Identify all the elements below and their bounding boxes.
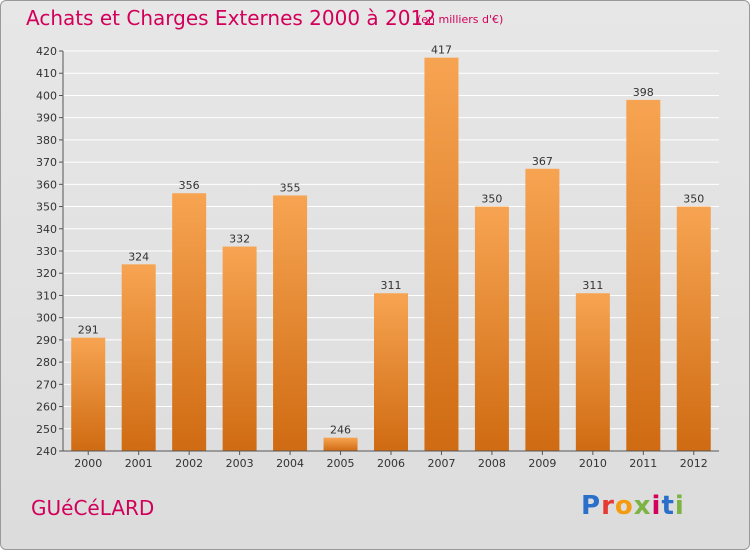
y-tick-label: 300 xyxy=(36,312,57,325)
x-tick-label-2002: 2002 xyxy=(175,457,203,470)
proxiti-letter: t xyxy=(661,491,675,521)
y-tick-label: 320 xyxy=(36,267,57,280)
y-tick-label: 400 xyxy=(36,89,57,102)
y-tick-label: 370 xyxy=(36,156,57,169)
data-label-2009: 367 xyxy=(532,155,553,168)
bar-2009 xyxy=(525,168,560,451)
axes xyxy=(62,51,719,452)
proxiti-letter: r xyxy=(601,491,615,521)
city-name: GUéCéLARD xyxy=(31,496,155,520)
bar-2005 xyxy=(323,437,358,451)
bars xyxy=(71,57,711,452)
bar-2003 xyxy=(222,246,257,451)
proxiti-letter: x xyxy=(633,491,652,521)
bar-2006 xyxy=(374,293,408,451)
x-tick-label-2012: 2012 xyxy=(680,457,708,470)
bar-2008 xyxy=(474,206,509,451)
bar-2011 xyxy=(626,99,661,451)
proxiti-letter: i xyxy=(651,491,662,521)
data-label-2005: 246 xyxy=(330,424,351,437)
bar-2001 xyxy=(121,264,156,451)
bar-2004 xyxy=(273,195,308,451)
data-label-2000: 291 xyxy=(78,324,99,337)
x-tick-label-2001: 2001 xyxy=(125,457,153,470)
x-tick-label-2008: 2008 xyxy=(478,457,506,470)
x-tick-label-2003: 2003 xyxy=(226,457,254,470)
x-tick-label-2010: 2010 xyxy=(579,457,607,470)
x-axis-ticks: 2000 2001 2002 2003 2004 2005 2006 2007 2008 2009… xyxy=(74,451,708,470)
y-tick-label: 420 xyxy=(36,45,57,58)
chart-title: Achats et Charges Externes 2000 à 2012 xyxy=(26,6,436,30)
y-tick-label: 270 xyxy=(36,378,57,391)
proxiti-letter: P xyxy=(581,491,602,521)
y-tick-label: 240 xyxy=(36,445,57,458)
y-tick-label: 380 xyxy=(36,134,57,147)
y-tick-label: 340 xyxy=(36,223,57,236)
x-tick-label-2011: 2011 xyxy=(629,457,657,470)
data-label-2007: 417 xyxy=(431,44,452,57)
bar-2010 xyxy=(575,293,610,451)
x-tick-label-2009: 2009 xyxy=(528,457,556,470)
y-tick-label: 260 xyxy=(36,401,57,414)
chart-subtitle: (en milliers d'€) xyxy=(417,13,504,26)
x-tick-label-2006: 2006 xyxy=(377,457,405,470)
bar-2002 xyxy=(172,193,207,451)
proxiti-letter: i xyxy=(674,491,685,521)
data-label-2010: 311 xyxy=(582,279,603,292)
y-tick-label: 290 xyxy=(36,334,57,347)
x-tick-label-2007: 2007 xyxy=(427,457,455,470)
y-tick-label: 360 xyxy=(36,178,57,191)
data-label-2004: 355 xyxy=(280,181,301,194)
data-label-2008: 350 xyxy=(481,193,502,206)
y-tick-label: 350 xyxy=(36,201,57,214)
x-tick-label-2005: 2005 xyxy=(327,457,355,470)
proxiti-letter: o xyxy=(614,491,634,521)
bar-2007 xyxy=(424,57,459,452)
data-label-2011: 398 xyxy=(633,86,654,99)
y-tick-label: 410 xyxy=(36,67,57,80)
y-tick-label: 250 xyxy=(36,423,57,436)
data-labels: 291 324 356 332 355 246 311 417 350 367 311 398 350 xyxy=(78,44,705,437)
data-label-2003: 332 xyxy=(229,233,250,246)
data-label-2006: 311 xyxy=(381,279,402,292)
data-label-2012: 350 xyxy=(683,193,704,206)
x-tick-label-2000: 2000 xyxy=(74,457,102,470)
proxiti-logo: Proxiti xyxy=(581,491,685,521)
data-label-2001: 324 xyxy=(128,250,149,263)
bar-2000 xyxy=(71,337,106,451)
y-axis-ticks: 240 250 260 270 280 290 300 310 320 330 340 350 360 3… xyxy=(36,45,63,458)
bar-2012 xyxy=(676,206,711,451)
x-tick-label-2004: 2004 xyxy=(276,457,304,470)
y-tick-label: 310 xyxy=(36,289,57,302)
y-tick-label: 390 xyxy=(36,112,57,125)
y-tick-label: 330 xyxy=(36,245,57,258)
data-label-2002: 356 xyxy=(179,179,200,192)
y-tick-label: 280 xyxy=(36,356,57,369)
